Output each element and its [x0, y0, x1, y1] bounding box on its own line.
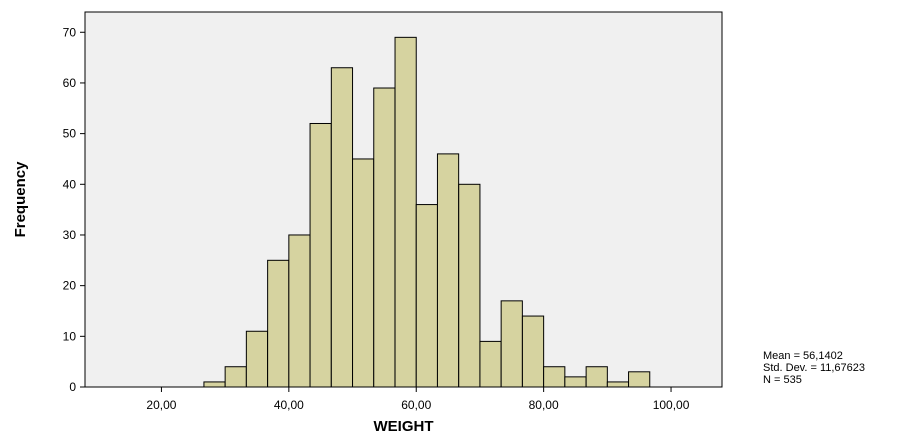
histogram-bar [458, 183, 481, 388]
histogram-bar [415, 204, 438, 388]
y-tick-label: 0 [69, 380, 76, 394]
histogram-bar [330, 67, 354, 388]
histogram-bar [543, 366, 566, 388]
histogram-bar [521, 315, 545, 388]
histogram-bar [436, 153, 460, 388]
histogram-bar [203, 381, 226, 388]
x-axis: 20,00 40,00 60,00 80,00 100,00 [146, 387, 690, 412]
bars-group [203, 36, 651, 388]
y-tick-label: 50 [63, 127, 77, 141]
histogram-bar [585, 366, 608, 388]
y-tick-label: 30 [63, 228, 77, 242]
histogram-bar [394, 36, 417, 388]
summary-statistics: Mean = 56,1402 Std. Dev. = 11,67623 N = … [763, 350, 865, 386]
x-tick-label: 40,00 [274, 398, 304, 412]
y-tick-label: 40 [63, 177, 77, 191]
x-tick-label: 80,00 [529, 398, 559, 412]
histogram-bar [500, 300, 523, 388]
histogram-bar [628, 371, 651, 388]
x-tick-label: 60,00 [401, 398, 431, 412]
x-tick-label: 20,00 [146, 398, 176, 412]
histogram-bar [606, 381, 630, 388]
histogram-bar [245, 330, 269, 388]
std-dev-stat: Std. Dev. = 11,67623 [763, 362, 866, 374]
histogram-bar [288, 234, 311, 388]
histogram-bar [224, 366, 247, 388]
histogram-bar [267, 259, 290, 388]
y-tick-label: 10 [63, 329, 77, 343]
y-axis-title: Frequency [12, 161, 29, 238]
histogram-bar [564, 376, 587, 388]
histogram-bar [373, 87, 396, 388]
histogram-bar [479, 340, 502, 388]
x-axis-title: WEIGHT [374, 418, 434, 435]
y-tick-label: 60 [63, 76, 77, 90]
x-tick-label: 100,00 [653, 398, 690, 412]
y-axis: 0 10 20 30 40 50 60 70 [63, 25, 85, 394]
mean-stat: Mean = 56,1402 [763, 350, 843, 362]
histogram-bar [352, 158, 375, 388]
histogram-bar [309, 122, 332, 388]
y-tick-label: 70 [63, 25, 77, 39]
y-tick-label: 20 [63, 279, 77, 293]
n-stat: N = 535 [763, 374, 802, 386]
